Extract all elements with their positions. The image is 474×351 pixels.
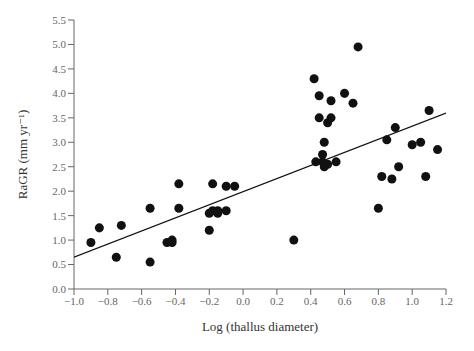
svg-text:0.5: 0.5 bbox=[52, 258, 66, 270]
svg-text:4.5: 4.5 bbox=[52, 63, 66, 75]
svg-text:RaGR (mm yr⁻¹): RaGR (mm yr⁻¹) bbox=[15, 110, 30, 199]
svg-text:−0.2: −0.2 bbox=[199, 295, 219, 307]
svg-text:1.2: 1.2 bbox=[439, 295, 453, 307]
svg-text:2.0: 2.0 bbox=[52, 185, 66, 197]
svg-text:1.5: 1.5 bbox=[52, 210, 66, 222]
svg-text:0.2: 0.2 bbox=[270, 295, 284, 307]
svg-text:−1.0: −1.0 bbox=[64, 295, 84, 307]
svg-text:−0.6: −0.6 bbox=[132, 295, 152, 307]
svg-text:Log (thallus diameter): Log (thallus diameter) bbox=[202, 319, 318, 334]
svg-text:0.8: 0.8 bbox=[371, 295, 385, 307]
svg-text:0.0: 0.0 bbox=[236, 295, 250, 307]
svg-text:−0.4: −0.4 bbox=[165, 295, 185, 307]
svg-text:4.0: 4.0 bbox=[52, 87, 66, 99]
svg-text:−0.8: −0.8 bbox=[98, 295, 118, 307]
svg-text:0.4: 0.4 bbox=[304, 295, 318, 307]
svg-text:3.0: 3.0 bbox=[52, 136, 66, 148]
svg-text:5.0: 5.0 bbox=[52, 38, 66, 50]
svg-text:2.5: 2.5 bbox=[52, 161, 66, 173]
svg-text:0.6: 0.6 bbox=[338, 295, 352, 307]
svg-text:0.0: 0.0 bbox=[52, 283, 66, 295]
svg-text:5.5: 5.5 bbox=[52, 14, 66, 26]
svg-text:3.5: 3.5 bbox=[52, 112, 66, 124]
svg-text:1.0: 1.0 bbox=[52, 234, 66, 246]
svg-text:1.0: 1.0 bbox=[405, 295, 419, 307]
